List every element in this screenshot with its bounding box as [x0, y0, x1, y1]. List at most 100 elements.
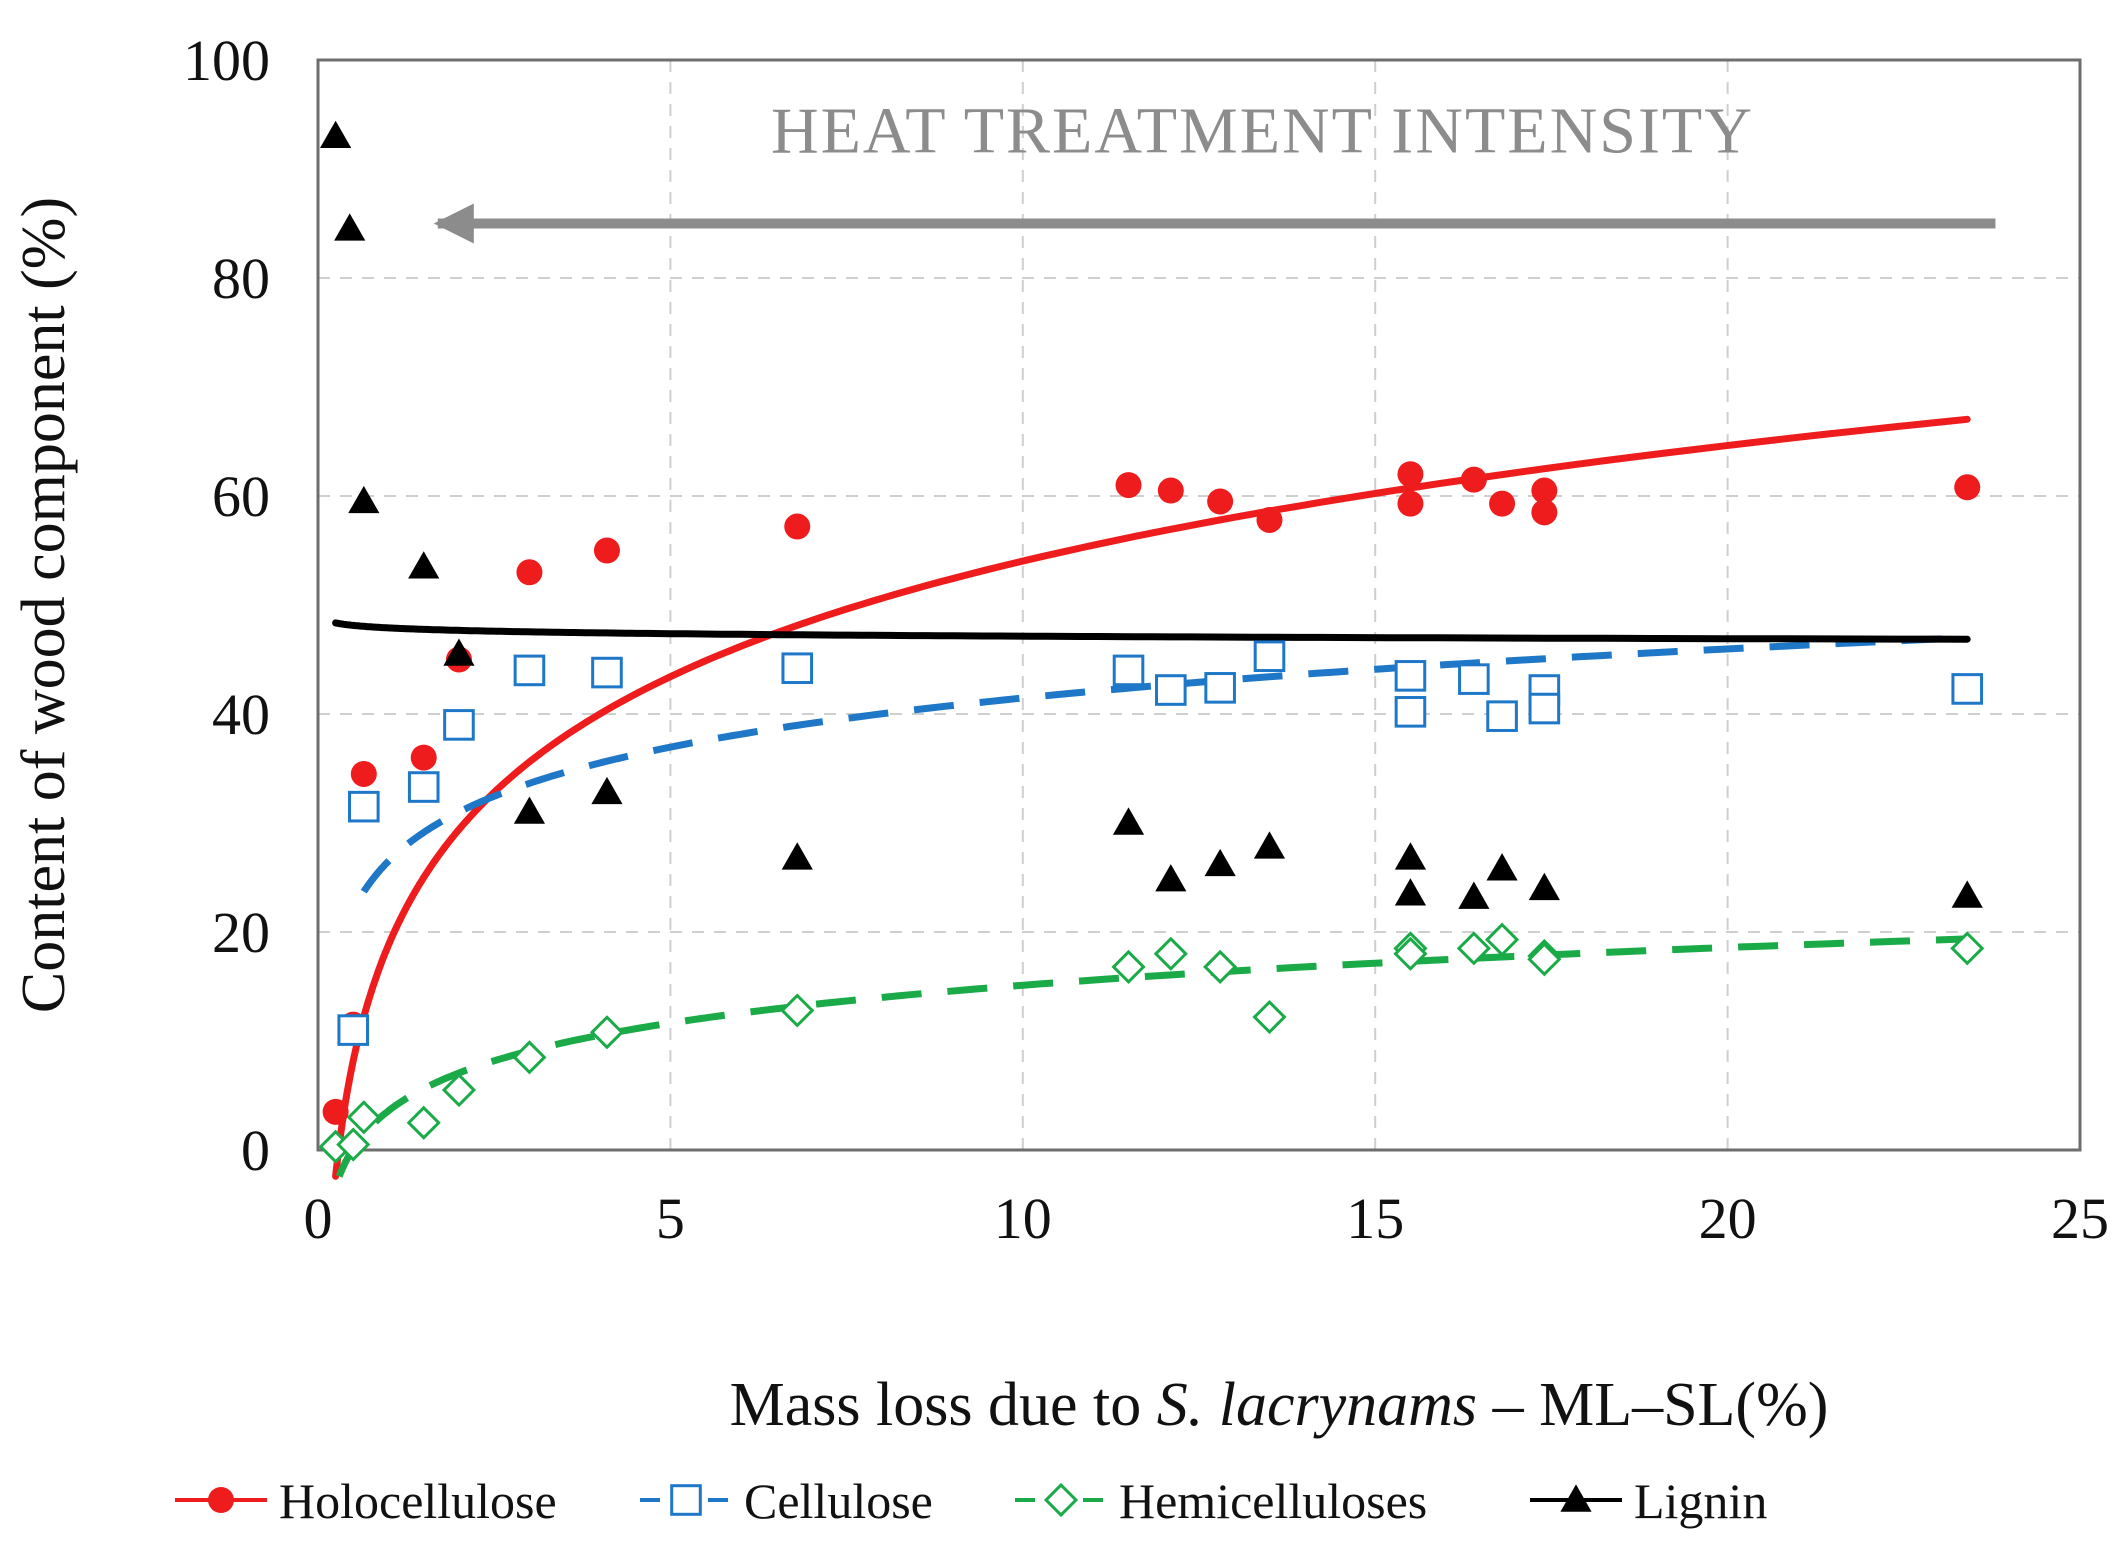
point-holocellulose-11: [1256, 506, 1283, 533]
point-holocellulose-0: [322, 1098, 349, 1125]
point-lignin-1: [334, 213, 366, 241]
y-tick-label-20: 20: [212, 900, 270, 965]
point-cellulose-12: [1394, 696, 1427, 728]
y-axis-ticks: 0 20 40 60 80 100: [183, 28, 270, 1183]
legend-label-lignin: Lignin: [1634, 1473, 1767, 1529]
point-holocellulose-17: [1531, 499, 1558, 526]
point-lignin-12: [1394, 842, 1427, 870]
point-cellulose-17: [1951, 673, 1984, 705]
point-lignin-17: [1951, 880, 1983, 908]
point-lignin-6: [591, 776, 623, 805]
point-lignin-11: [1253, 831, 1286, 859]
y-tick-label-40: 40: [212, 682, 270, 747]
point-holocellulose-10: [1207, 488, 1234, 515]
point-cellulose-1: [348, 790, 380, 823]
point-hemicelluloses-5: [512, 1040, 547, 1075]
point-hemicelluloses-6: [589, 1015, 625, 1050]
legend-item-lignin: Lignin: [1530, 1473, 1767, 1529]
y-tick-label-60: 60: [212, 464, 270, 529]
x-axis-title-part1: Mass loss due to: [730, 1371, 1157, 1439]
point-cellulose-10: [1253, 640, 1286, 673]
point-holocellulose-18: [1954, 474, 1981, 501]
point-lignin-9: [1155, 864, 1187, 892]
point-lignin-10: [1204, 848, 1236, 877]
point-cellulose-3: [443, 709, 475, 741]
point-cellulose-16: [1528, 692, 1561, 725]
plot-area-frame: [316, 58, 2082, 1152]
trendline-lignin: [332, 619, 1971, 643]
point-hemicelluloses-13: [1393, 936, 1428, 971]
point-cellulose-14: [1486, 700, 1518, 732]
point-cellulose-4: [513, 654, 546, 687]
x-axis-title: Mass loss due to S. lacrynams – ML–SL(%): [730, 1371, 1829, 1439]
gridlines: [318, 60, 2080, 1150]
x-tick-label-15: 15: [1346, 1186, 1404, 1251]
legend-item-cellulose: Cellulose: [640, 1473, 933, 1529]
point-lignin-2: [348, 485, 380, 514]
legend-item-holocellulose: Holocellulose: [175, 1473, 557, 1529]
point-cellulose-0: [337, 1014, 370, 1046]
point-cellulose-6: [781, 652, 814, 685]
trendline-cellulose: [360, 634, 1968, 894]
legend-marker-cellulose: [670, 1484, 702, 1516]
legend-label-hemicelluloses: Hemicelluloses: [1119, 1473, 1427, 1529]
point-lignin-3: [408, 551, 440, 579]
y-tick-label-0: 0: [241, 1118, 270, 1183]
legend-marker-hemicelluloses: [1043, 1482, 1079, 1518]
point-holocellulose-6: [593, 537, 620, 564]
point-hemicelluloses-7: [780, 993, 815, 1028]
point-hemicelluloses-14: [1456, 931, 1491, 966]
point-holocellulose-2: [350, 760, 377, 787]
point-holocellulose-8: [1115, 472, 1142, 499]
point-hemicelluloses-8: [1111, 949, 1146, 984]
point-hemicelluloses-18: [1950, 931, 1985, 966]
series-cellulose: [337, 640, 1984, 1046]
point-holocellulose-16: [1531, 477, 1558, 504]
heat-treatment-annotation: HEAT TREATMENT INTENSITY: [433, 95, 1996, 244]
point-holocellulose-7: [784, 513, 811, 540]
point-holocellulose-9: [1157, 477, 1184, 504]
point-cellulose-11: [1394, 660, 1427, 692]
series-holocellulose: [322, 461, 1981, 1125]
x-tick-label-10: 10: [994, 1186, 1052, 1251]
y-tick-label-100: 100: [183, 28, 270, 93]
series-hemicelluloses: [318, 922, 1985, 1164]
x-tick-label-20: 20: [1699, 1186, 1757, 1251]
point-lignin-5: [513, 796, 546, 824]
point-holocellulose-14: [1460, 466, 1487, 493]
point-holocellulose-15: [1489, 490, 1516, 517]
heat-treatment-label: HEAT TREATMENT INTENSITY: [771, 95, 1754, 168]
legend-marker-holocellulose: [208, 1487, 234, 1513]
point-lignin-4: [443, 638, 475, 666]
point-cellulose-5: [591, 656, 623, 689]
legend-marker-lignin: [1560, 1484, 1592, 1512]
point-hemicelluloses-10: [1203, 949, 1238, 984]
point-cellulose-13: [1458, 663, 1490, 695]
point-hemicelluloses-17: [1527, 942, 1562, 977]
data-points: [318, 120, 1985, 1164]
x-tick-label-0: 0: [304, 1186, 333, 1251]
x-tick-label-5: 5: [656, 1186, 685, 1251]
point-hemicelluloses-2: [346, 1100, 381, 1135]
point-hemicelluloses-15: [1484, 922, 1520, 957]
x-axis-ticks: 0 5 10 15 20 25: [304, 1186, 2110, 1251]
point-cellulose-9: [1204, 672, 1236, 704]
legend: Holocellulose Cellulose Hemicelluloses Lign…: [175, 1473, 1767, 1529]
point-lignin-8: [1112, 807, 1145, 835]
point-lignin-7: [781, 842, 813, 870]
point-holocellulose-5: [516, 559, 543, 586]
series-lignin: [320, 120, 1983, 909]
legend-label-cellulose: Cellulose: [744, 1473, 933, 1529]
legend-label-holocellulose: Holocellulose: [279, 1473, 557, 1529]
point-holocellulose-12: [1397, 461, 1424, 488]
point-lignin-16: [1528, 872, 1560, 901]
point-hemicelluloses-11: [1252, 999, 1287, 1035]
point-lignin-14: [1458, 881, 1490, 909]
point-cellulose-8: [1155, 674, 1187, 706]
trendline-hemicelluloses: [335, 935, 1968, 1178]
x-axis-title-part3: – ML–SL(%): [1477, 1371, 1828, 1439]
point-holocellulose-13: [1397, 490, 1424, 517]
point-lignin-15: [1486, 853, 1518, 881]
x-tick-label-25: 25: [2051, 1186, 2109, 1251]
